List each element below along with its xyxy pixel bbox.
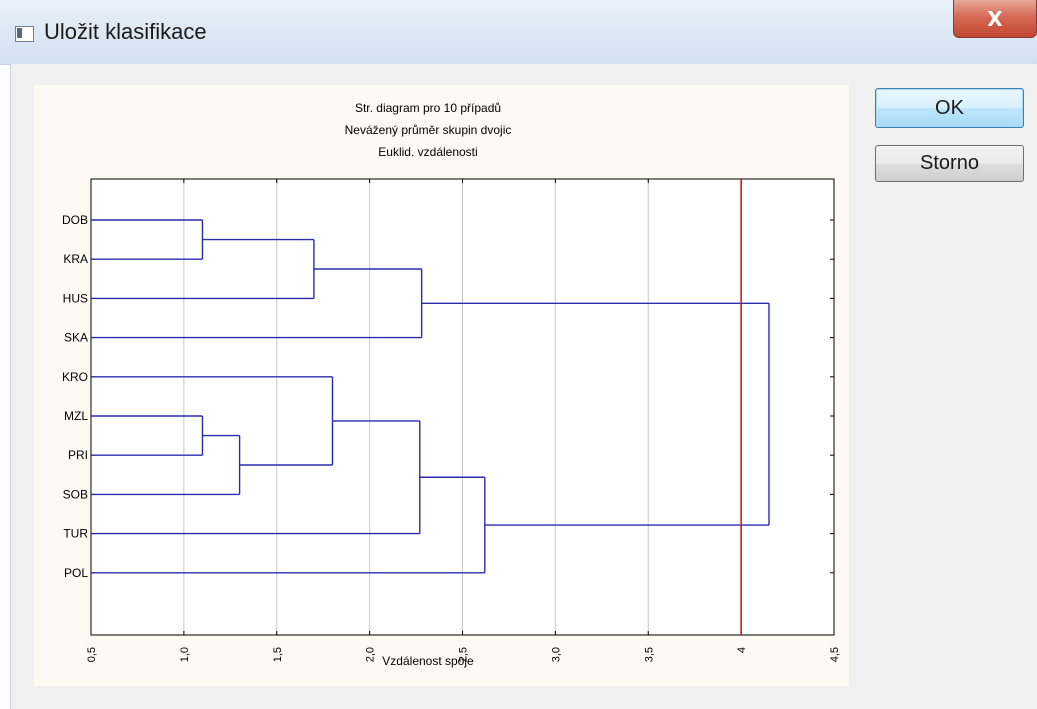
ok-button[interactable]: OK [875,88,1024,128]
leaf-label: SKA [64,331,88,345]
x-tick-label: 0,5 [86,647,98,662]
close-icon: X [987,6,1003,31]
app-window-icon [15,26,34,42]
x-tick-label: 4 [736,647,748,653]
x-tick-label: 1,0 [179,647,191,662]
leaf-label: POL [64,566,88,580]
x-tick-label: 4,5 [829,647,841,662]
leaf-label: PRI [68,448,88,462]
chart-panel: Str. diagram pro 10 případů Nevážený prů… [34,85,849,686]
leaf-label: HUS [63,291,88,305]
x-tick-label: 2,0 [365,647,377,662]
leaf-label: MZL [64,409,88,423]
x-tick-label: 1,5 [272,647,284,662]
dendrogram-chart: Str. diagram pro 10 případů Nevážený prů… [62,101,841,668]
leaf-label: TUR [63,527,88,541]
leaf-label: SOB [63,487,88,501]
close-button[interactable]: X [953,0,1037,38]
chart-title: Str. diagram pro 10 případů [355,101,501,115]
window-title: Uložit klasifikace [44,19,207,44]
x-tick-label: 2,5 [458,647,470,662]
leaf-label: KRO [62,370,88,384]
leaf-label: KRA [63,252,88,266]
leaf-label: DOB [62,213,88,227]
x-tick-label: 3,5 [643,647,655,662]
x-tick-label: 3,0 [550,647,562,662]
dialog-client-area: Str. diagram pro 10 případů Nevážený prů… [10,64,1037,709]
title-bar: Uložit klasifikace X [0,0,1037,65]
chart-subtitle-2: Euklid. vzdálenosti [378,145,477,159]
x-axis-label: Vzdálenost spoje [382,654,474,668]
chart-subtitle-1: Nevážený průměr skupin dvojic [345,123,512,137]
cancel-button[interactable]: Storno [875,145,1024,182]
